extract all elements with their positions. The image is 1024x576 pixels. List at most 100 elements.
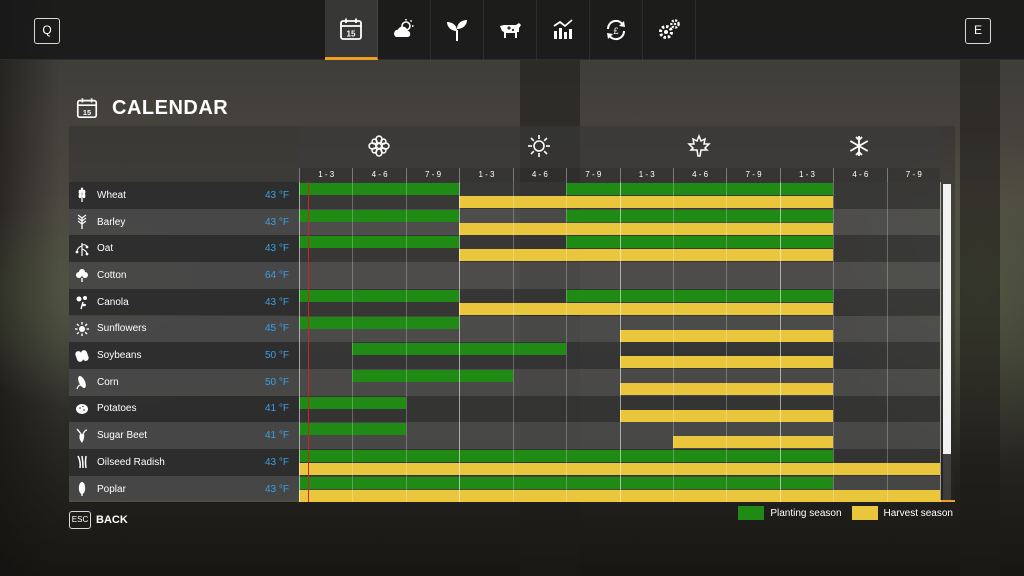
grid-line	[672, 182, 674, 502]
month-label: 1 - 3	[779, 168, 833, 182]
previous-tab-key[interactable]: Q	[34, 18, 60, 44]
calendar-icon: 15	[76, 98, 98, 119]
grid-line	[779, 182, 781, 502]
grid-line	[940, 182, 941, 502]
planting-season-bar	[299, 396, 406, 409]
crop-name: Oat	[97, 243, 114, 255]
month-label: 4 - 6	[833, 168, 886, 182]
crop-row-poplar[interactable]: Poplar 43 °F	[69, 475, 940, 503]
scrollbar-thumb[interactable]	[943, 184, 951, 454]
crop-row-sunflowers[interactable]: Sunflowers 45 °F	[69, 315, 940, 343]
month-label: 1 - 3	[619, 168, 673, 182]
crop-row-wheat[interactable]: Wheat 43 °F	[69, 182, 940, 209]
season-header	[299, 126, 940, 168]
crop-row-oat[interactable]: Oat 43 °F	[69, 235, 940, 263]
tab-statistics[interactable]	[537, 0, 590, 60]
planting-season-bar	[299, 476, 834, 489]
crop-row-canola[interactable]: Canola 43 °F	[69, 288, 940, 316]
menu-tabs: 15	[325, 0, 696, 60]
crop-row-sugar-beet[interactable]: Sugar Beet 41 °F	[69, 422, 940, 449]
month-label: 1 - 3	[299, 168, 352, 182]
crop-label-cell: Sunflowers 45 °F	[69, 315, 299, 343]
calendar-day: 15	[347, 29, 356, 38]
snowflake-icon	[849, 136, 869, 156]
weather-icon	[394, 19, 414, 37]
svg-text:£: £	[613, 26, 618, 36]
crop-row-barley[interactable]: Barley 43 °F	[69, 208, 940, 236]
harvest-season-bar	[619, 409, 834, 422]
canola-icon	[74, 294, 90, 310]
cotton-icon	[74, 267, 90, 283]
grid-line	[459, 182, 461, 502]
tab-animals[interactable]	[484, 0, 537, 60]
crop-name: Wheat	[97, 189, 126, 201]
crop-label-cell: Barley 43 °F	[69, 208, 299, 236]
season-grid	[299, 235, 940, 262]
crop-min-temperature: 43 °F	[264, 483, 289, 495]
calendar-icon: 15	[340, 18, 362, 40]
harvest-season-bar	[619, 382, 834, 395]
planting-season-bar	[566, 209, 834, 222]
month-label: 1 - 3	[459, 168, 512, 182]
crop-min-temperature: 43 °F	[264, 296, 289, 308]
harvest-season-bar	[619, 356, 834, 369]
crop-row-corn[interactable]: Corn 50 °F	[69, 368, 940, 396]
crop-row-potatoes[interactable]: Potatoes 41 °F	[69, 395, 940, 423]
season-grid	[299, 342, 940, 369]
crop-name: Potatoes	[97, 403, 137, 415]
crop-min-temperature: 43 °F	[264, 189, 289, 201]
crop-label-cell: Oat 43 °F	[69, 235, 299, 263]
crop-label-cell: Cotton 64 °F	[69, 262, 299, 289]
season-grid	[299, 182, 940, 209]
planting-season-bar	[566, 236, 834, 249]
leaf-icon	[687, 134, 711, 157]
harvest-swatch	[851, 506, 878, 520]
crop-name: Poplar	[97, 483, 126, 495]
calendar-day: 15	[83, 108, 91, 117]
harvest-label: Harvest season	[883, 507, 953, 519]
grid-line	[726, 182, 728, 502]
crop-row-oilseed-radish[interactable]: Oilseed Radish 43 °F	[69, 449, 940, 476]
crop-row-soybeans[interactable]: Soybeans 50 °F	[69, 342, 940, 369]
tab-finances[interactable]: £	[590, 0, 643, 60]
soybean-icon	[74, 348, 90, 364]
planting-season-bar	[299, 236, 460, 249]
month-label: 7 - 9	[726, 168, 779, 182]
top-navigation-bar: Q 15	[0, 0, 1024, 60]
crop-label-cell: Oilseed Radish 43 °F	[69, 449, 299, 476]
planting-season-bar	[299, 289, 460, 302]
harvest-season-bar	[619, 329, 834, 342]
crop-min-temperature: 41 °F	[264, 430, 289, 442]
grid-line	[566, 182, 568, 502]
crop-min-temperature: 50 °F	[264, 350, 289, 362]
crop-name: Oilseed Radish	[97, 456, 165, 468]
crop-min-temperature: 43 °F	[264, 216, 289, 228]
grid-line	[405, 182, 407, 502]
crop-name: Cotton	[97, 269, 127, 281]
page-title: CALENDAR	[112, 96, 229, 119]
wheat-icon	[74, 187, 90, 203]
back-button[interactable]: ESC BACK	[69, 511, 128, 529]
next-tab-key[interactable]: E	[965, 18, 991, 44]
season-grid	[299, 316, 940, 343]
grid-line	[886, 182, 888, 502]
grid-line	[299, 182, 300, 502]
tab-crops[interactable]	[431, 0, 484, 60]
month-label: 7 - 9	[886, 168, 940, 182]
tab-settings[interactable]	[643, 0, 696, 60]
crop-row-cotton[interactable]: Cotton 64 °F	[69, 262, 940, 289]
crop-name: Corn	[97, 376, 119, 388]
season-grid	[299, 209, 940, 236]
month-label: 7 - 9	[405, 168, 459, 182]
crop-min-temperature: 43 °F	[264, 243, 289, 255]
crop-min-temperature: 41 °F	[264, 403, 289, 415]
tab-calendar[interactable]: 15	[325, 0, 378, 60]
crop-label-cell: Wheat 43 °F	[69, 182, 299, 209]
tab-weather[interactable]	[378, 0, 431, 60]
season-grid	[299, 289, 940, 316]
sugarbeet-icon	[74, 428, 90, 444]
season-grid	[299, 396, 940, 423]
legend: Planting season Harvest season	[728, 506, 953, 520]
planting-season-bar	[299, 450, 834, 462]
